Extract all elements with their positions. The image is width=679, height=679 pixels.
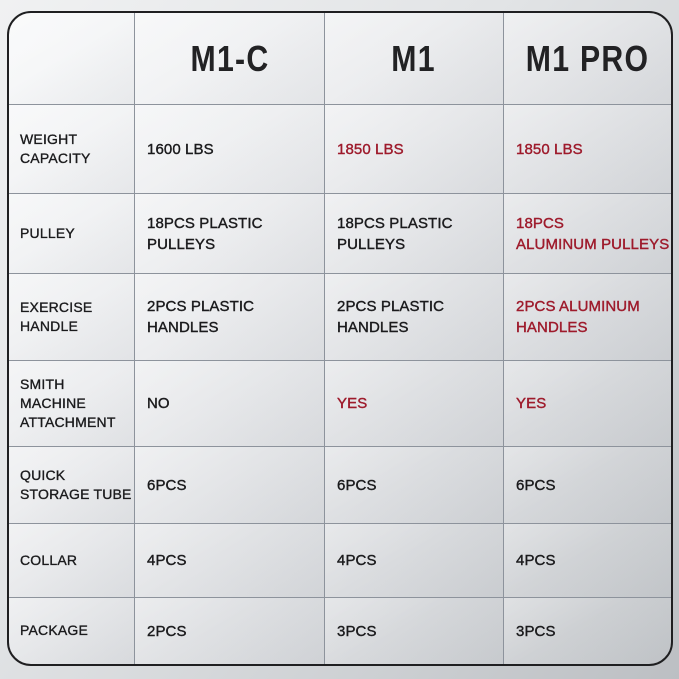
column-header-m1-c-label: M1-C xyxy=(190,37,269,79)
cell-pulley-m1-pro: 18PCS ALUMINUM PULLEYS xyxy=(504,194,671,274)
row-label-pulley: PULLEY xyxy=(9,194,135,274)
cell-exercise-handle-m1: 2PCS PLASTIC HANDLES xyxy=(325,274,504,361)
cell-pulley-m1-c: 18PCS PLASTIC PULLEYS xyxy=(135,194,325,274)
column-header-m1: M1 xyxy=(325,13,504,105)
column-header-m1-c: M1-C xyxy=(135,13,325,105)
cell-smith-machine-m1: YES xyxy=(325,361,504,447)
corner-cell xyxy=(9,13,135,105)
cell-package-m1-c: 2PCS xyxy=(135,598,325,664)
column-header-m1-pro: M1 PRO xyxy=(504,13,671,105)
comparison-table: M1-C M1 M1 PRO WEIGHT CAPACITY 1600 LBS … xyxy=(7,11,673,666)
row-label-quick-storage-tube: QUICK STORAGE TUBE xyxy=(9,447,135,524)
row-label-package: PACKAGE xyxy=(9,598,135,664)
row-label-weight-capacity: WEIGHT CAPACITY xyxy=(9,105,135,194)
cell-exercise-handle-m1-c: 2PCS PLASTIC HANDLES xyxy=(135,274,325,361)
cell-weight-capacity-m1: 1850 LBS xyxy=(325,105,504,194)
row-label-smith-machine-attachment: SMITH MACHINE ATTACHMENT xyxy=(9,361,135,447)
row-label-collar: COLLAR xyxy=(9,524,135,598)
cell-collar-m1: 4PCS xyxy=(325,524,504,598)
cell-pulley-m1: 18PCS PLASTIC PULLEYS xyxy=(325,194,504,274)
row-label-exercise-handle: EXERCISE HANDLE xyxy=(9,274,135,361)
cell-smith-machine-m1-c: NO xyxy=(135,361,325,447)
cell-weight-capacity-m1-c: 1600 LBS xyxy=(135,105,325,194)
cell-quick-storage-tube-m1-pro: 6PCS xyxy=(504,447,671,524)
cell-collar-m1-c: 4PCS xyxy=(135,524,325,598)
column-header-m1-label: M1 xyxy=(391,37,437,79)
cell-package-m1-pro: 3PCS xyxy=(504,598,671,664)
cell-exercise-handle-m1-pro: 2PCS ALUMINUM HANDLES xyxy=(504,274,671,361)
cell-quick-storage-tube-m1: 6PCS xyxy=(325,447,504,524)
cell-collar-m1-pro: 4PCS xyxy=(504,524,671,598)
cell-smith-machine-m1-pro: YES xyxy=(504,361,671,447)
cell-weight-capacity-m1-pro: 1850 LBS xyxy=(504,105,671,194)
cell-package-m1: 3PCS xyxy=(325,598,504,664)
column-header-m1-pro-label: M1 PRO xyxy=(525,37,650,79)
cell-quick-storage-tube-m1-c: 6PCS xyxy=(135,447,325,524)
